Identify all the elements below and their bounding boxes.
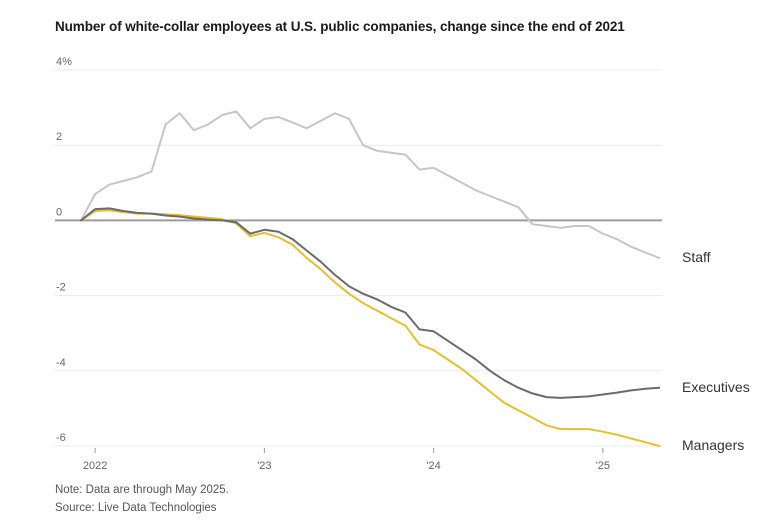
chart-line-managers — [80, 209, 661, 447]
y-axis-tick-label: -6 — [56, 432, 66, 444]
chart-source: Source: Live Data Technologies — [55, 502, 217, 514]
series-label-executives: Executives — [682, 378, 750, 395]
chart-title: Number of white-collar employees at U.S.… — [55, 19, 625, 34]
y-axis-tick-label: 0 — [56, 206, 62, 218]
series-label-staff: Staff — [682, 249, 711, 265]
y-axis-tick-label: 2 — [56, 131, 62, 143]
x-axis-tick-label: '25 — [596, 460, 610, 472]
chart-line-executives — [80, 207, 661, 399]
x-axis-tick-label: 2022 — [83, 460, 107, 472]
x-axis-tick-label: '24 — [426, 460, 440, 472]
series-label-managers: Managers — [682, 437, 745, 453]
y-axis-tick-label: -2 — [56, 282, 66, 294]
y-axis-tick-label: 4% — [56, 56, 72, 68]
chart-note: Note: Data are through May 2025. — [55, 484, 229, 496]
y-axis-tick-label: -4 — [56, 357, 66, 369]
chart-line-staff — [80, 110, 661, 259]
x-axis-tick-label: '23 — [257, 460, 271, 472]
